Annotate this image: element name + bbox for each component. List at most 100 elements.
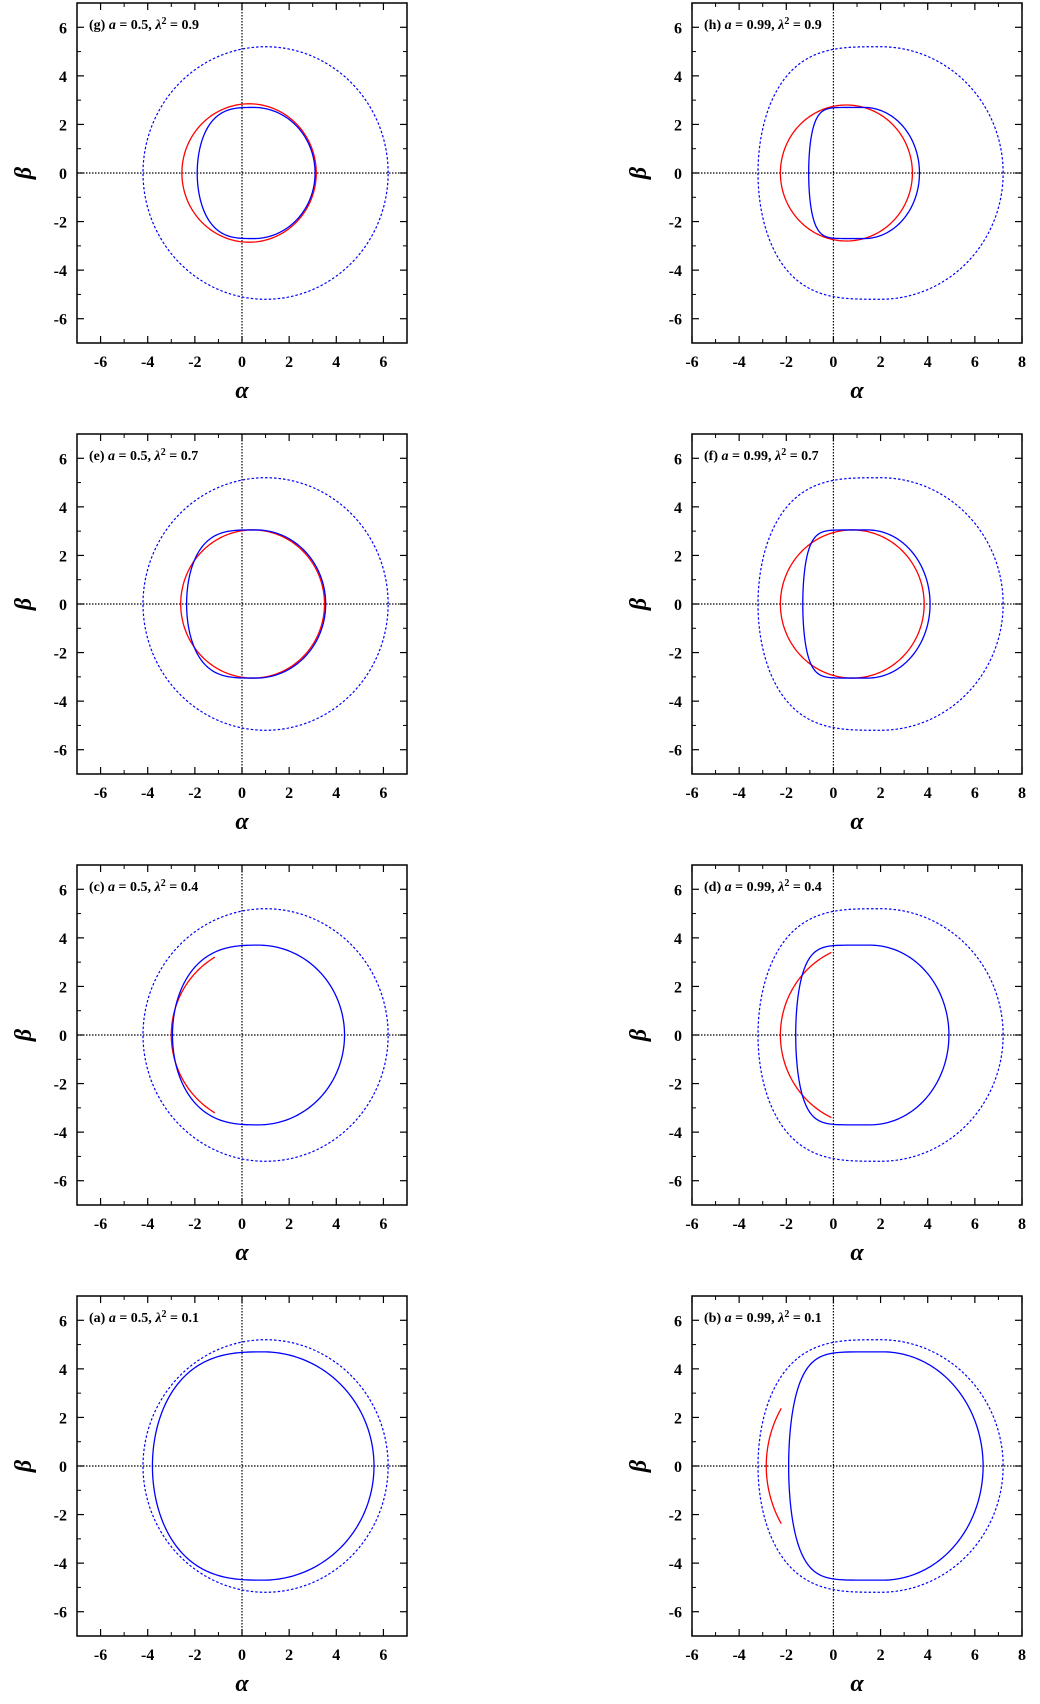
dotted-circle <box>142 1339 389 1593</box>
y-tick-label: -4 <box>54 1125 67 1142</box>
y-tick-label: 6 <box>59 20 67 37</box>
y-tick-label: -6 <box>669 1174 682 1191</box>
x-tick-label: 6 <box>379 1216 387 1233</box>
x-tick-label: 6 <box>971 1216 979 1233</box>
y-tick-label: 4 <box>59 500 67 517</box>
x-tick-label: -4 <box>141 1647 154 1664</box>
x-axis-label: α <box>235 1240 249 1266</box>
x-tick-label: -4 <box>141 785 154 802</box>
y-tick-label: 2 <box>674 979 682 996</box>
dotted-circle <box>142 46 389 300</box>
x-tick-label: 8 <box>1018 1216 1026 1233</box>
series-blue-shadow <box>795 944 950 1126</box>
x-tick-label: 4 <box>332 354 340 371</box>
series-red-circle <box>180 529 326 679</box>
plot-area-f <box>692 434 1022 774</box>
x-tick-label: 0 <box>238 1647 246 1664</box>
x-tick-label: -2 <box>188 1647 201 1664</box>
y-tick-label: -4 <box>669 1125 682 1142</box>
y-tick-label: 2 <box>674 1410 682 1427</box>
panel-h: -6 -4 -2 0 2 4 6 8 -6 -4 -2 0 2 4 6 α β (h) a = 0.99, λ2 … <box>626 2 1026 404</box>
x-tick-label: 4 <box>332 785 340 802</box>
x-tick-label: 2 <box>877 354 885 371</box>
x-axis-label: α <box>850 1240 864 1266</box>
y-tick-label: 0 <box>59 166 67 183</box>
x-tick-label: 4 <box>332 1216 340 1233</box>
x-tick-label: 4 <box>332 1647 340 1664</box>
x-tick-label: -6 <box>94 785 107 802</box>
y-tick-label: 0 <box>674 597 682 614</box>
x-tick-label: 0 <box>829 1647 837 1664</box>
panel-b: -6 -4 -2 0 2 4 6 8 -6 -4 -2 0 2 4 6 α β (b) a = 0.99, λ2 … <box>626 1295 1026 1697</box>
dotted-circle <box>142 477 389 731</box>
x-tick-label: -2 <box>188 1216 201 1233</box>
x-tick-label: 6 <box>971 1647 979 1664</box>
y-axis-label: β <box>11 1028 37 1042</box>
plot-area-e <box>77 434 407 774</box>
y-tick-label: -2 <box>54 1077 67 1094</box>
x-tick-label: 2 <box>285 354 293 371</box>
panel-label: (d) a = 0.99, λ2 = 0.4 <box>704 878 822 896</box>
x-axis-label: α <box>850 1671 864 1697</box>
dotted-circle <box>757 1339 1004 1593</box>
panel-a: -6 -4 -2 0 2 4 6 -6 -4 -2 0 2 4 6 α β (a) a = 0.5, λ2 = … <box>11 1295 408 1697</box>
plot-area-a <box>77 1296 407 1636</box>
y-axis-label: β <box>626 1028 652 1042</box>
y-tick-label: -4 <box>669 694 682 711</box>
x-tick-label: 4 <box>924 785 932 802</box>
y-axis-label: β <box>11 166 37 180</box>
x-tick-label: -2 <box>188 785 201 802</box>
y-tick-label: 2 <box>674 117 682 134</box>
x-tick-label: 0 <box>238 785 246 802</box>
x-tick-label: -4 <box>732 354 745 371</box>
series-blue-shadow <box>787 1351 984 1581</box>
dotted-circle <box>757 477 1004 731</box>
y-tick-label: 6 <box>59 451 67 468</box>
panel-label: (c) a = 0.5, λ2 = 0.4 <box>89 878 198 896</box>
y-tick-label: -2 <box>54 215 67 232</box>
panel-label: (b) a = 0.99, λ2 = 0.1 <box>704 1309 822 1327</box>
y-tick-label: -6 <box>54 312 67 329</box>
plot-area-g <box>77 3 407 343</box>
series-blue-shadow <box>808 106 921 240</box>
series-red-circle <box>779 529 925 679</box>
x-tick-label: -4 <box>732 1647 745 1664</box>
y-tick-label: 0 <box>59 597 67 614</box>
x-tick-label: 6 <box>971 785 979 802</box>
y-tick-label: -4 <box>669 263 682 280</box>
panel-label: (e) a = 0.5, λ2 = 0.7 <box>89 447 198 465</box>
y-tick-label: 0 <box>59 1459 67 1476</box>
y-tick-label: -2 <box>54 1508 67 1525</box>
x-tick-label: 2 <box>285 1216 293 1233</box>
panel-g: -6 -4 -2 0 2 4 6 -6 -4 -2 0 2 4 6 α β (g) a = 0.5, λ2 = … <box>11 2 408 404</box>
x-tick-label: 6 <box>971 354 979 371</box>
x-tick-label: 6 <box>379 1647 387 1664</box>
x-tick-label: 8 <box>1018 1647 1026 1664</box>
x-tick-label: 8 <box>1018 785 1026 802</box>
y-tick-label: 2 <box>674 548 682 565</box>
x-tick-label: -2 <box>780 785 793 802</box>
y-tick-label: 4 <box>59 931 67 948</box>
y-tick-label: 6 <box>674 20 682 37</box>
x-tick-label: -6 <box>685 1647 698 1664</box>
x-tick-label: -4 <box>732 1216 745 1233</box>
x-tick-label: 0 <box>829 785 837 802</box>
plot-area-b <box>692 1296 1022 1636</box>
y-tick-label: 0 <box>674 166 682 183</box>
y-tick-label: 4 <box>674 69 682 86</box>
x-tick-label: -4 <box>141 1216 154 1233</box>
y-tick-label: -6 <box>54 1605 67 1622</box>
y-tick-label: -6 <box>54 1174 67 1191</box>
y-tick-label: 2 <box>59 548 67 565</box>
y-tick-label: -6 <box>669 312 682 329</box>
x-tick-label: -6 <box>94 1216 107 1233</box>
x-tick-label: 6 <box>379 785 387 802</box>
x-tick-label: 4 <box>924 1647 932 1664</box>
dotted-circle <box>142 908 389 1162</box>
series-blue-shadow <box>185 529 327 679</box>
panel-f: -6 -4 -2 0 2 4 6 8 -6 -4 -2 0 2 4 6 α β (f) a = 0.99, λ2 … <box>626 433 1026 835</box>
y-tick-label: 0 <box>674 1459 682 1476</box>
y-tick-label: 2 <box>59 1410 67 1427</box>
series-red-circle <box>779 104 914 242</box>
